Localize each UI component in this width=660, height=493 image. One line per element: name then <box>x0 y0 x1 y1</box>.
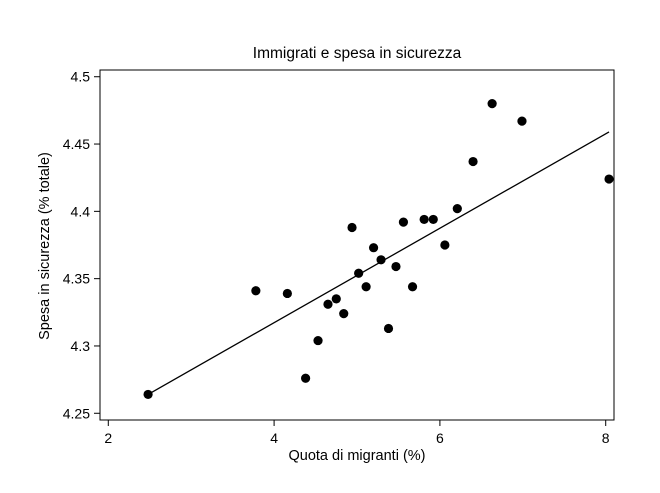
data-point <box>301 373 311 383</box>
plot-frame <box>99 69 615 421</box>
y-tick-label: 4.3 <box>71 338 91 354</box>
data-point <box>440 240 450 250</box>
data-point <box>517 116 527 126</box>
y-tick-label: 4.25 <box>63 405 90 421</box>
data-point <box>251 286 261 296</box>
data-point <box>452 204 462 214</box>
data-point <box>383 323 394 334</box>
data-point <box>376 255 386 265</box>
data-point <box>282 288 292 299</box>
data-point <box>354 268 364 278</box>
data-point <box>323 299 333 309</box>
data-point <box>368 243 379 253</box>
x-tick-label: 6 <box>436 430 444 446</box>
data-point <box>428 214 438 225</box>
x-axis-label: Quota di migranti (%) <box>289 448 426 464</box>
plot-area: 2 4 6 8 4.25 4.3 4.35 4.4 4.45 4.5 <box>63 69 615 446</box>
data-point <box>398 217 409 227</box>
data-point <box>361 282 371 292</box>
y-axis-label: Spesa in sicurezza (% totale) <box>37 152 53 340</box>
y-tick-label: 4.45 <box>63 136 90 152</box>
data-point <box>468 156 478 167</box>
data-point <box>604 174 614 184</box>
x-tick-label: 2 <box>104 430 112 446</box>
data-point <box>391 261 401 272</box>
y-tick-label: 4.35 <box>63 271 90 287</box>
data-point <box>347 222 357 233</box>
data-point <box>339 309 349 319</box>
data-point <box>313 335 323 346</box>
data-point <box>487 99 497 109</box>
data-point <box>331 294 341 304</box>
data-point <box>419 214 429 225</box>
data-point <box>143 389 153 400</box>
x-tick-label: 8 <box>602 430 610 446</box>
x-tick-label: 4 <box>270 430 278 446</box>
data-point <box>407 282 418 292</box>
chart-title: Immigrati e spesa in sicurezza <box>253 45 462 62</box>
y-tick-label: 4.5 <box>71 69 91 85</box>
y-tick-label: 4.4 <box>71 203 91 219</box>
